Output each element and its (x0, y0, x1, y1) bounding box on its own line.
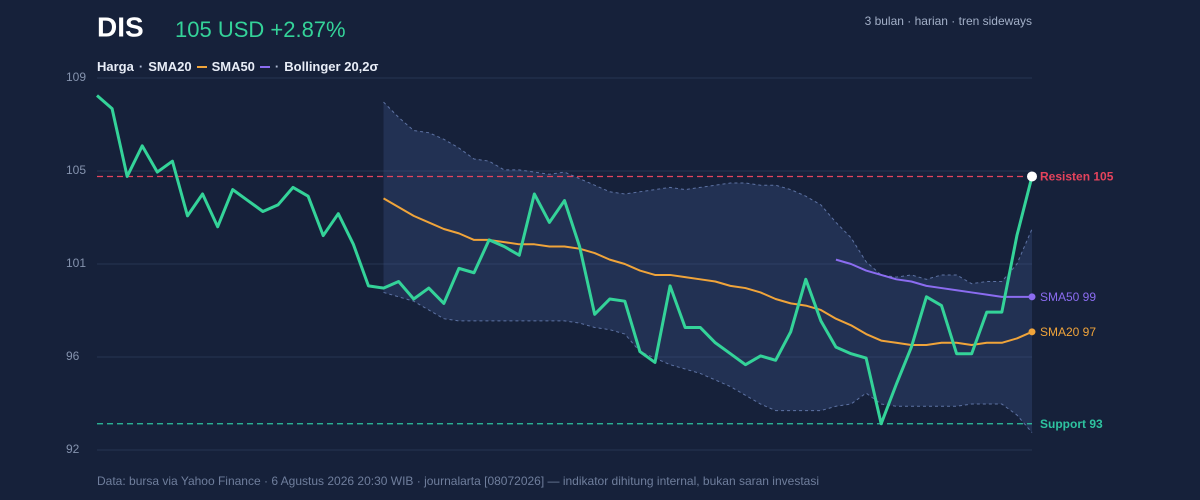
subtitle: 3 bulan · harian · tren sideways (865, 14, 1032, 28)
legend: Harga · SMA20 SMA50 · Bollinger 20,2σ (97, 59, 378, 74)
line (835, 258, 1032, 298)
line (96, 94, 1034, 426)
reference-label: Resisten 105 (1040, 170, 1114, 184)
band-upper (383, 101, 1033, 285)
source: Data: bursa via Yahoo Finance · 6 Agustu… (97, 474, 819, 488)
end-dot (1028, 293, 1036, 301)
legend-label: Bollinger 20,2σ (284, 59, 379, 74)
end-label: SMA20 97 (1040, 325, 1096, 339)
end-dot (1028, 328, 1036, 336)
legend-swatch (259, 65, 270, 68)
chart-title: DIS (97, 11, 144, 42)
legend-separator: · (138, 59, 144, 74)
y-tick-label: 101 (66, 256, 86, 270)
legend-label: Harga (97, 59, 134, 74)
legend-label: SMA20 (148, 59, 192, 74)
legend-separator: · (274, 59, 280, 74)
band-fill (383, 102, 1033, 433)
y-tick-label: 105 (66, 163, 86, 177)
reference-label: Support 93 (1040, 417, 1103, 431)
y-tick-label: 92 (66, 442, 80, 456)
headline: 105 USD +2.87% (175, 17, 346, 42)
end-dot (1027, 171, 1037, 182)
y-tick-label: 109 (66, 70, 86, 84)
legend-label: SMA50 (211, 59, 255, 74)
end-label: SMA50 99 (1040, 290, 1096, 304)
y-tick-label: 96 (66, 349, 80, 363)
legend-swatch (196, 65, 207, 68)
band-lower (383, 291, 1033, 433)
